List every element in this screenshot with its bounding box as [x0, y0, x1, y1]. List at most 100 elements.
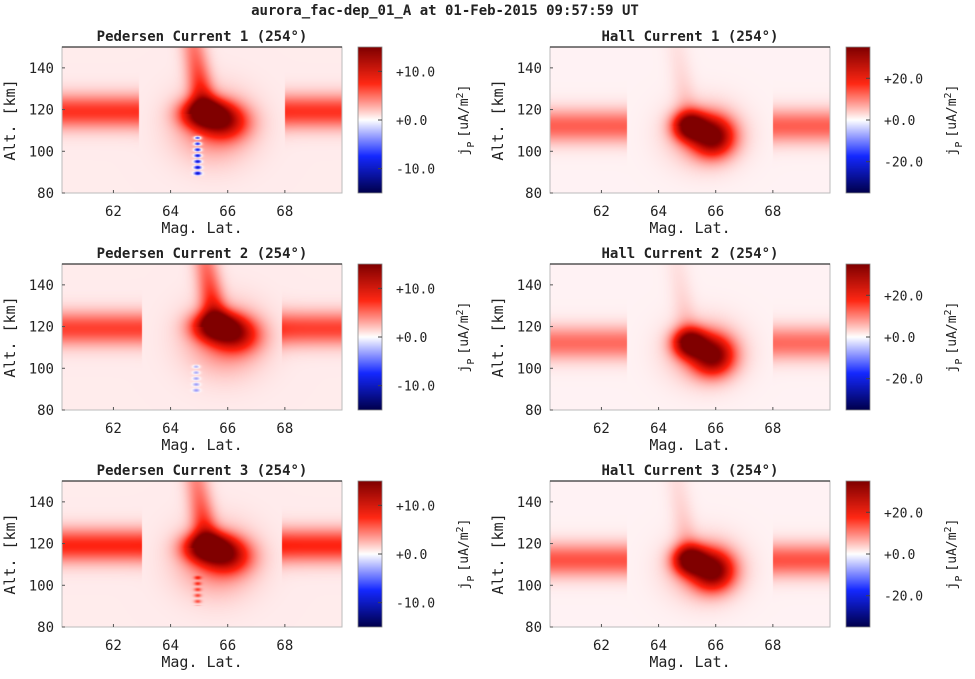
y-axis-label: Alt. [km] — [1, 79, 19, 160]
heatmap-image — [550, 47, 830, 193]
x-tick-label: 64 — [650, 638, 667, 654]
panel-title: Hall Current 2 (254°) — [601, 246, 778, 262]
colorbar-label: jP[uA/m2] — [455, 302, 477, 373]
y-tick-label: 140 — [517, 278, 542, 294]
colorbar-tick-label: +10.0 — [396, 499, 435, 514]
panel-title: Hall Current 1 (254°) — [601, 29, 778, 45]
y-tick-label: 140 — [29, 61, 54, 77]
colorbar-tick-label: +0.0 — [396, 114, 427, 129]
x-axis-label: Mag. Lat. — [649, 653, 730, 671]
y-tick-label: 120 — [517, 103, 542, 119]
x-tick-label: 68 — [276, 638, 293, 654]
x-axis-label: Mag. Lat. — [161, 219, 242, 237]
x-tick-label: 66 — [707, 421, 724, 437]
x-tick-label: 62 — [593, 421, 610, 437]
x-tick-label: 68 — [276, 204, 293, 220]
colorbar-tick-label: +10.0 — [396, 65, 435, 80]
y-tick-label: 140 — [29, 278, 54, 294]
colorbar-tick-label: +0.0 — [884, 331, 915, 346]
y-tick-label: 120 — [29, 537, 54, 553]
x-tick-label: 64 — [650, 421, 667, 437]
x-tick-label: 68 — [276, 421, 293, 437]
panel-title: Pedersen Current 2 (254°) — [97, 246, 308, 262]
y-tick-label: 80 — [37, 403, 54, 419]
chart-panel-6: Hall Current 3 (254°) 62 64 66 68 80 100 120 140… — [489, 463, 965, 671]
y-tick-label: 120 — [29, 103, 54, 119]
x-tick-label: 66 — [707, 638, 724, 654]
colorbar-tick-label: +20.0 — [884, 506, 923, 521]
y-axis-label: Alt. [km] — [1, 513, 19, 594]
x-axis-label: Mag. Lat. — [649, 436, 730, 454]
figure-title: aurora_fac-dep_01_A at 01-Feb-2015 09:57… — [251, 3, 639, 19]
chart-panel-3: Pedersen Current 2 (254°) 62 64 66 68 80 100 12… — [1, 246, 477, 454]
colorbar-tick-label: +20.0 — [884, 72, 923, 87]
x-tick-label: 64 — [162, 638, 179, 654]
colorbar-label: jP[uA/m2] — [943, 85, 965, 156]
colorbar-tick-label: -10.0 — [396, 380, 435, 395]
x-tick-label: 64 — [162, 204, 179, 220]
colorbar-label: jP[uA/m2] — [943, 302, 965, 373]
y-tick-label: 120 — [517, 320, 542, 336]
x-tick-label: 62 — [105, 204, 122, 220]
y-axis-label: Alt. [km] — [1, 296, 19, 377]
colorbar-tick-label: -10.0 — [396, 597, 435, 612]
y-tick-label: 140 — [517, 61, 542, 77]
x-tick-label: 62 — [105, 638, 122, 654]
x-tick-label: 68 — [764, 204, 781, 220]
x-tick-label: 68 — [764, 638, 781, 654]
y-tick-label: 80 — [525, 403, 542, 419]
x-tick-label: 66 — [219, 421, 236, 437]
colorbar-tick-label: -20.0 — [884, 156, 923, 171]
x-tick-label: 64 — [162, 421, 179, 437]
x-tick-label: 66 — [707, 204, 724, 220]
x-tick-label: 66 — [219, 638, 236, 654]
chart-panel-2: Hall Current 1 (254°) 62 64 66 68 80 100 120 140… — [489, 29, 965, 237]
y-axis-label: Alt. [km] — [489, 79, 507, 160]
x-tick-label: 66 — [219, 204, 236, 220]
panel-title: Pedersen Current 1 (254°) — [97, 29, 308, 45]
colorbar-tick-label: -20.0 — [884, 373, 923, 388]
panel-title: Hall Current 3 (254°) — [601, 463, 778, 479]
y-tick-label: 80 — [525, 186, 542, 202]
colorbar-tick-label: +0.0 — [884, 548, 915, 563]
y-tick-label: 120 — [29, 320, 54, 336]
y-tick-label: 140 — [29, 495, 54, 511]
heatmap-image — [550, 481, 830, 627]
y-tick-label: 100 — [517, 578, 542, 594]
colorbar-tick-label: +0.0 — [396, 331, 427, 346]
x-tick-label: 68 — [764, 421, 781, 437]
x-axis-label: Mag. Lat. — [161, 653, 242, 671]
chart-panel-4: Hall Current 2 (254°) 62 64 66 68 80 100 120 140… — [489, 246, 965, 454]
x-axis-label: Mag. Lat. — [161, 436, 242, 454]
y-tick-label: 140 — [517, 495, 542, 511]
y-tick-label: 100 — [517, 361, 542, 377]
y-tick-label: 80 — [37, 620, 54, 636]
colorbar-tick-label: +10.0 — [396, 282, 435, 297]
y-axis-label: Alt. [km] — [489, 296, 507, 377]
heatmap-image — [62, 47, 342, 193]
y-axis-label: Alt. [km] — [489, 513, 507, 594]
heatmap-image — [550, 264, 830, 410]
y-tick-label: 100 — [29, 144, 54, 160]
x-axis-label: Mag. Lat. — [649, 219, 730, 237]
x-tick-label: 62 — [593, 638, 610, 654]
y-tick-label: 80 — [37, 186, 54, 202]
x-tick-label: 62 — [105, 421, 122, 437]
y-tick-label: 100 — [29, 361, 54, 377]
colorbar-label: jP[uA/m2] — [943, 519, 965, 590]
colorbar-tick-label: -10.0 — [396, 163, 435, 178]
colorbar-label: jP[uA/m2] — [455, 519, 477, 590]
panel-title: Pedersen Current 3 (254°) — [97, 463, 308, 479]
y-tick-label: 100 — [29, 578, 54, 594]
colorbar-tick-label: +0.0 — [396, 548, 427, 563]
y-tick-label: 120 — [517, 537, 542, 553]
colorbar-tick-label: +20.0 — [884, 289, 923, 304]
heatmap-image — [62, 481, 342, 627]
colorbar-tick-label: -20.0 — [884, 590, 923, 605]
colorbar-tick-label: +0.0 — [884, 114, 915, 129]
heatmap-image — [62, 264, 342, 410]
chart-panel-1: Pedersen Current 1 (254°) 62 64 66 68 80 100 12… — [1, 29, 477, 237]
x-tick-label: 62 — [593, 204, 610, 220]
